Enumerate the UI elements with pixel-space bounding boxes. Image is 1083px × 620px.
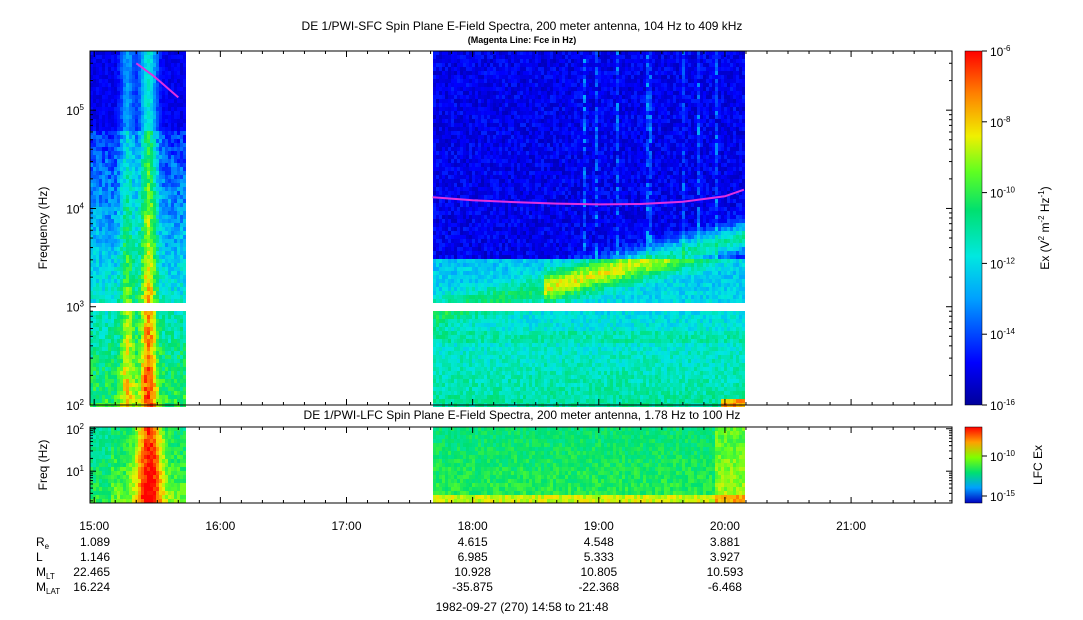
lfc-colorbar	[964, 426, 983, 504]
sfc-data-block-2	[433, 51, 745, 407]
ephemeris-value-2-1: 6.985	[458, 550, 488, 564]
time-tick-label-6: 20:00	[710, 519, 740, 533]
sfc-data-block-1	[90, 51, 186, 407]
footer-date-range: 1982-09-27 (270) 14:58 to 21:48	[436, 600, 609, 614]
sfc-colorbar-tick-label-6: 10-16	[990, 398, 1015, 413]
lfc-colorbar-tick-label-2: 10-15	[990, 489, 1015, 504]
ephemeris-table: Re 1.089 4.615 4.548 3.881 L 1.146 6.985 5.333 3.…	[36, 535, 744, 596]
ephemeris-start-value-4: 16.224	[73, 580, 110, 594]
ephemeris-value-3-3: 10.593	[707, 565, 744, 579]
time-tick-label-2: 16:00	[205, 519, 235, 533]
ephemeris-start-value-1: 1.089	[80, 535, 110, 549]
lfc-plot-frame	[89, 426, 953, 504]
ephemeris-row-label-4: MLAT	[36, 580, 60, 596]
time-tick-label-1: 15:00	[79, 519, 109, 533]
ephemeris-value-4-1: -35.875	[452, 580, 493, 594]
ephemeris-start-value-2: 1.146	[80, 550, 110, 564]
lfc-data-block-2	[433, 427, 745, 503]
lfc-y-label: Freq (Hz)	[36, 440, 50, 491]
lfc-y-tick-label-2: 102	[66, 422, 84, 437]
time-tick-label-3: 17:00	[331, 519, 361, 533]
lfc-spectrogram	[90, 427, 745, 503]
sfc-y-tick-label-1: 102	[66, 398, 84, 413]
sfc-plot-frame	[89, 50, 953, 406]
ephemeris-start-value-3: 22.465	[73, 565, 110, 579]
lfc-y-axis: 101 102	[66, 422, 952, 502]
ephemeris-value-1-2: 4.548	[584, 535, 614, 549]
time-tick-label-5: 19:00	[584, 519, 614, 533]
lfc-title: DE 1/PWI-LFC Spin Plane E-Field Spectra,…	[304, 408, 741, 422]
sfc-y-tick-label-3: 104	[66, 201, 84, 216]
ephemeris-row-label-3: MLT	[36, 565, 55, 581]
ephemeris-value-1-1: 4.615	[458, 535, 488, 549]
ephemeris-value-4-2: -22.368	[578, 580, 619, 594]
sfc-colorbar-tick-label-1: 10-6	[990, 44, 1011, 59]
lfc-colorbar-tick-label-1: 10-10	[990, 449, 1015, 464]
ephemeris-value-3-2: 10.805	[580, 565, 617, 579]
time-tick-label-4: 18:00	[458, 519, 488, 533]
sfc-colorbar-tick-label-4: 10-12	[990, 256, 1015, 271]
lfc-y-tick-label-1: 101	[66, 464, 84, 479]
sfc-colorbar-tick-label-2: 10-8	[990, 115, 1011, 130]
time-axis: 15:00 16:00 17:00 18:00 19:00 20:00 21:00	[79, 51, 936, 533]
sfc-spectrogram	[90, 51, 745, 407]
ephemeris-value-4-3: -6.468	[708, 580, 742, 594]
lfc-data-block-1	[90, 427, 186, 503]
ephemeris-row-label-2: L	[36, 550, 43, 564]
ephemeris-value-2-2: 5.333	[584, 550, 614, 564]
lfc-colorbar-ticks: 10-10 10-15	[982, 449, 1015, 504]
time-tick-label-7: 21:00	[836, 519, 866, 533]
ephemeris-value-3-1: 10.928	[454, 565, 491, 579]
sfc-colorbar	[964, 50, 983, 406]
sfc-colorbar-tick-label-5: 10-14	[990, 327, 1015, 342]
ephemeris-value-2-3: 3.927	[710, 550, 740, 564]
fce-line-1	[135, 62, 179, 99]
fce-line-2	[432, 188, 745, 206]
sfc-colorbar-label: Ex (V2 m-2 Hz-1)	[1037, 186, 1052, 269]
sfc-colorbar-ticks: 10-6 10-8 10-10 10-12 10-14 10-16	[982, 44, 1015, 413]
sfc-subtitle: (Magenta Line: Fce in Hz)	[468, 35, 577, 45]
ephemeris-value-1-3: 3.881	[710, 535, 740, 549]
sfc-y-axis: 102 103 104 105	[66, 50, 952, 413]
sfc-y-tick-label-4: 105	[66, 103, 84, 118]
sfc-y-tick-label-2: 103	[66, 300, 84, 315]
sfc-colorbar-tick-label-3: 10-10	[990, 186, 1015, 201]
lfc-colorbar-label: LFC Ex	[1031, 445, 1045, 485]
ephemeris-row-label-1: Re	[36, 535, 50, 551]
sfc-title: DE 1/PWI-SFC Spin Plane E-Field Spectra,…	[302, 19, 743, 33]
sfc-y-label: Frequency (Hz)	[36, 187, 50, 270]
